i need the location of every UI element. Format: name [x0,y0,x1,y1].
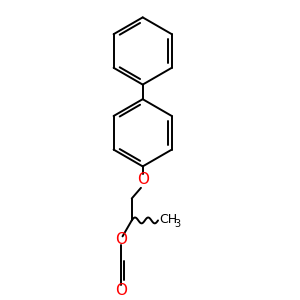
Text: 3: 3 [175,219,181,229]
Text: O: O [115,283,127,298]
Text: O: O [115,232,127,247]
Text: CH: CH [160,213,178,226]
Text: O: O [137,172,149,187]
